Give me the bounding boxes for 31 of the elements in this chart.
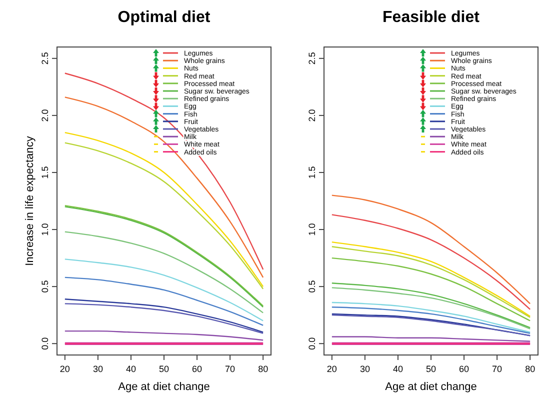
y-axis-title: Increase in life expectancy (24, 136, 36, 266)
x-axis-title: Age at diet change (385, 381, 477, 393)
x-tick-label: 50 (426, 364, 436, 374)
x-tick-label: 20 (326, 364, 337, 374)
x-tick-label: 70 (225, 364, 236, 374)
x-tick-label: 80 (258, 364, 268, 374)
y-tick-label: 2.0 (40, 109, 50, 122)
y-tick-label: 0.0 (307, 337, 317, 350)
y-tick-label: 2.5 (40, 52, 50, 65)
x-tick-label: 60 (459, 364, 470, 374)
x-tick-label: 50 (158, 364, 170, 374)
y-tick-label: 2.0 (307, 109, 317, 122)
x-axis-title: Age at diet change (118, 381, 210, 393)
x-tick-label: 60 (192, 364, 202, 374)
y-tick-label: 0.5 (40, 280, 50, 293)
y-tick-label: 1.0 (307, 223, 317, 236)
y-tick-label: 2.5 (307, 52, 317, 65)
chart-title: Optimal diet (118, 9, 211, 26)
y-tick-label: 0.0 (40, 337, 50, 350)
x-tick-label: 40 (126, 364, 136, 374)
y-tick-label: 1.0 (40, 223, 50, 236)
x-tick-label: 20 (60, 364, 70, 374)
x-tick-label: 80 (525, 364, 536, 374)
x-tick-label: 30 (92, 364, 103, 374)
y-tick-label: 1.5 (307, 166, 317, 179)
x-tick-label: 30 (360, 364, 370, 374)
x-tick-label: 70 (492, 364, 502, 374)
x-tick-label: 40 (392, 364, 403, 374)
y-tick-label: 1.5 (40, 166, 50, 179)
y-tick-label: 0.5 (307, 280, 317, 293)
chart-title: Feasible diet (382, 9, 480, 26)
